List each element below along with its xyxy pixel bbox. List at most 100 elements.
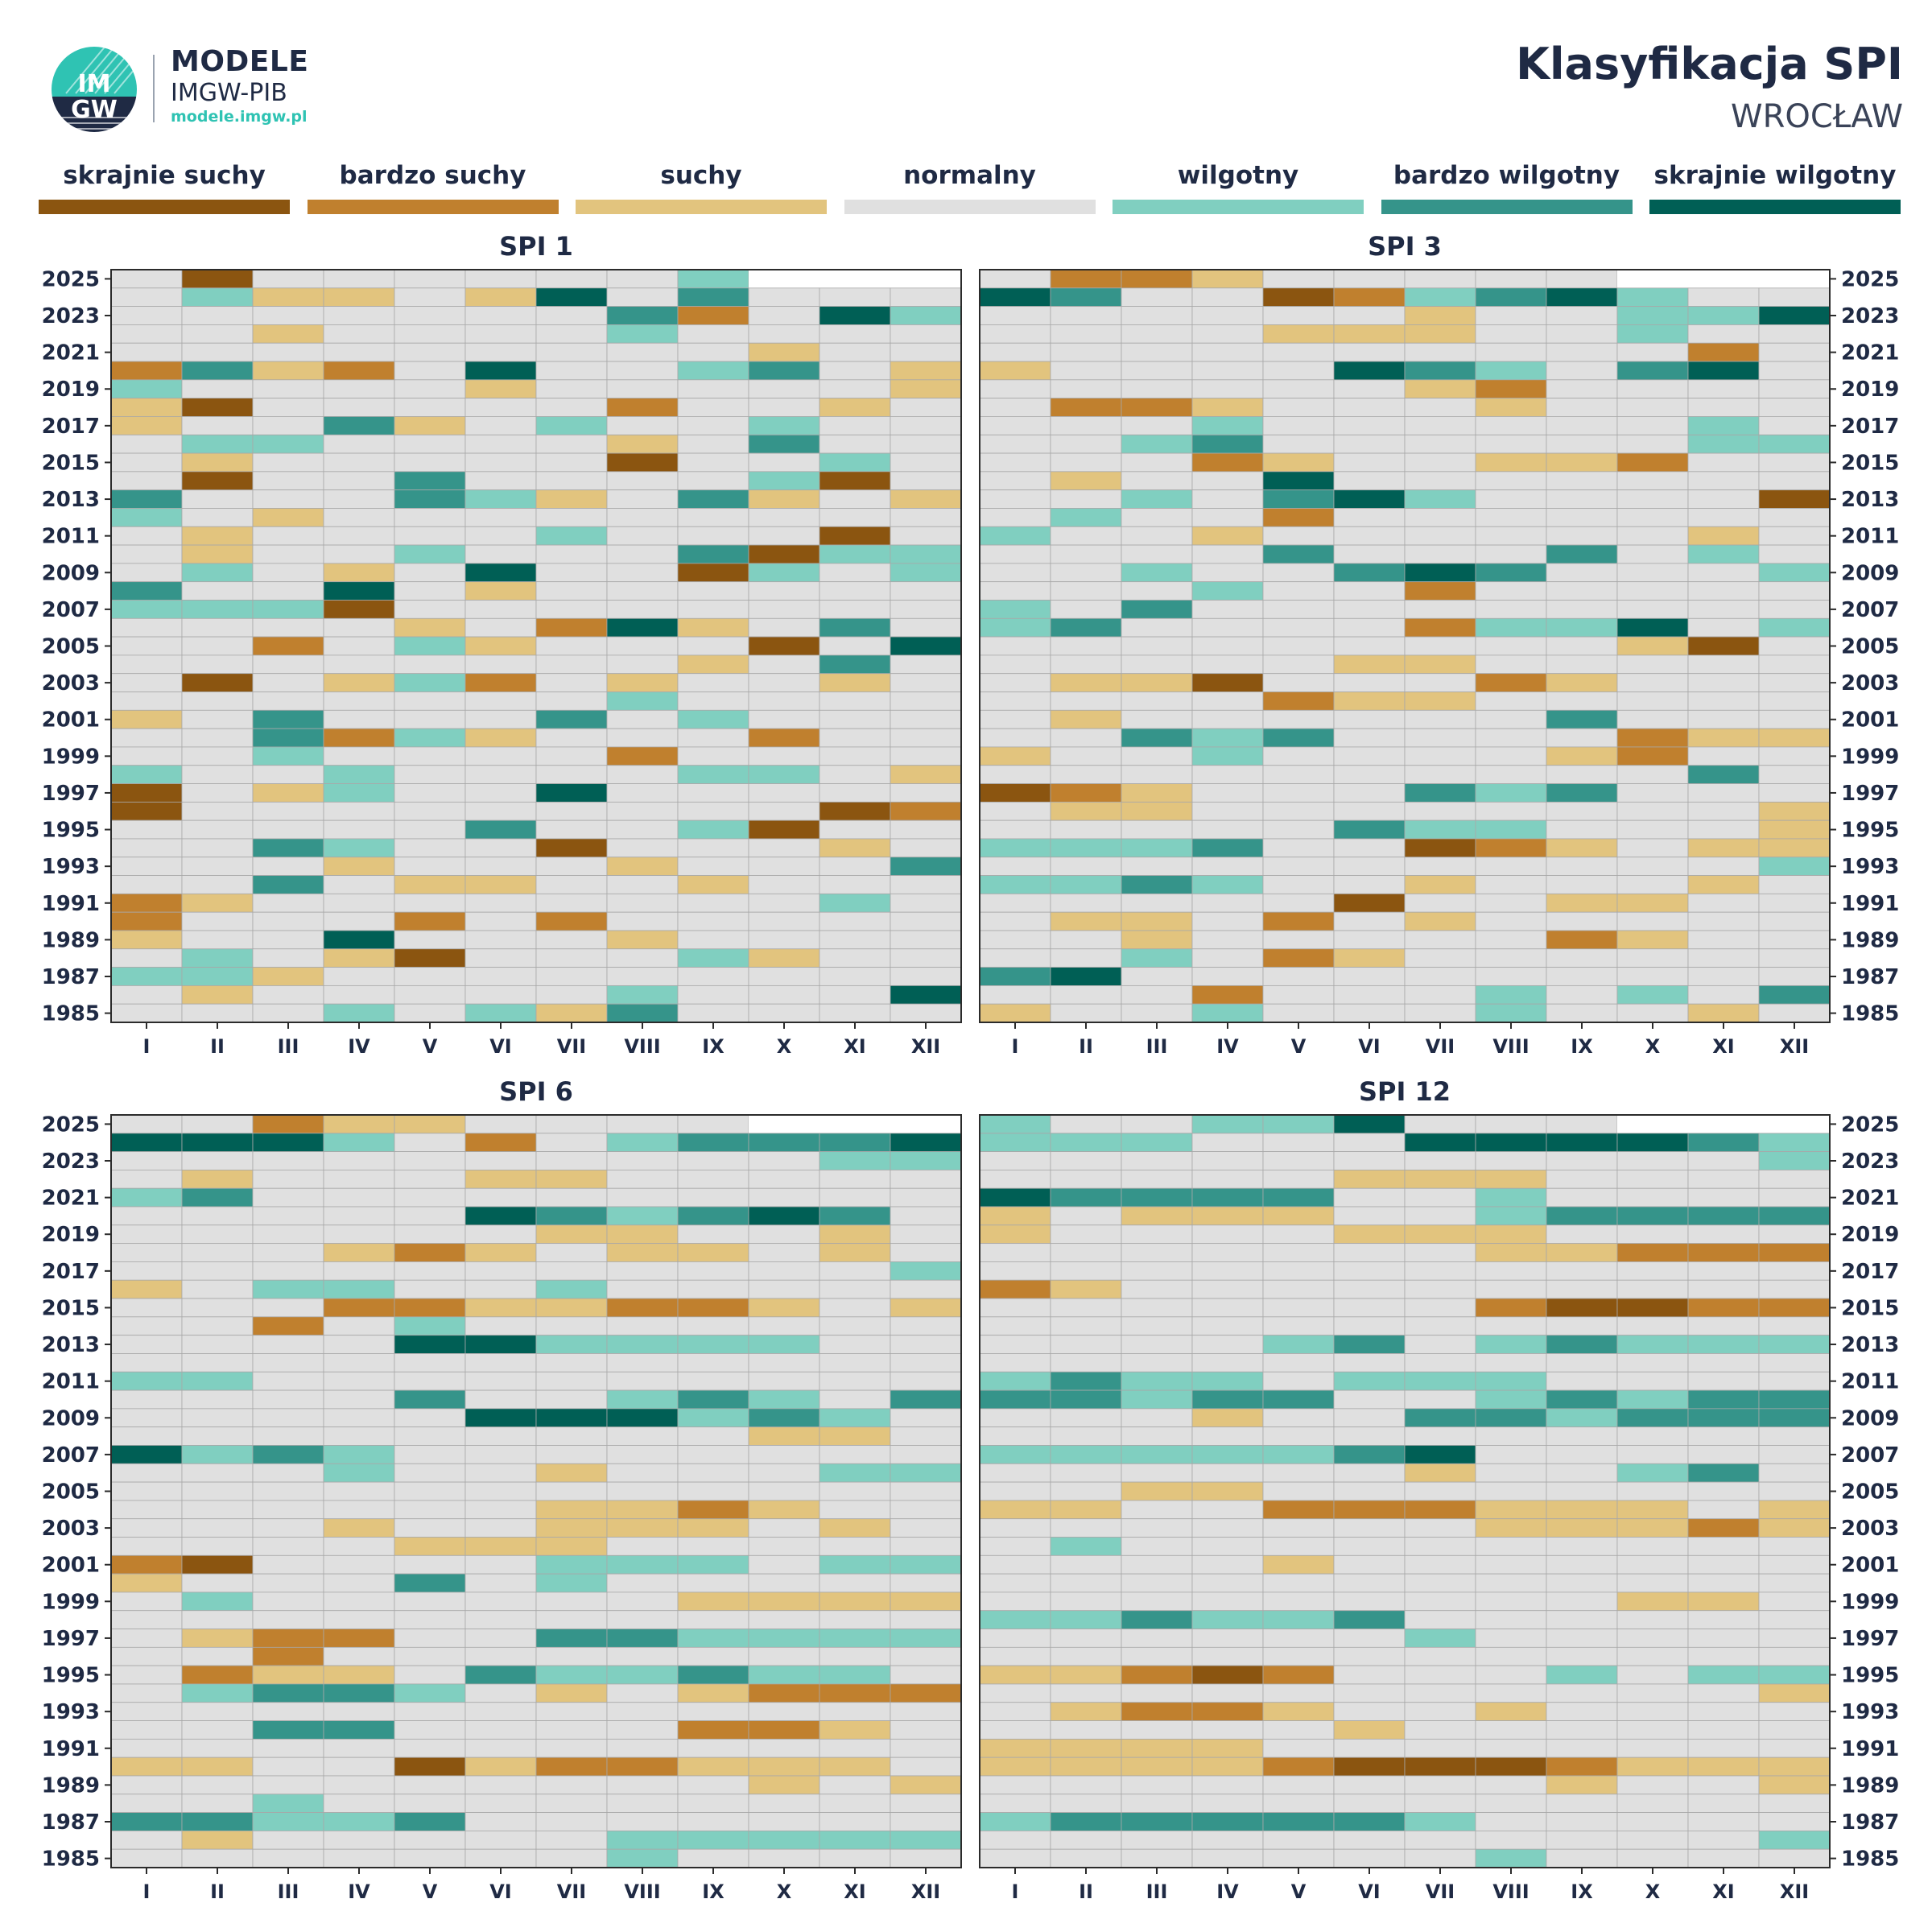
heatmap-cell xyxy=(890,526,962,546)
heatmap-cell xyxy=(1475,342,1547,362)
heatmap-cell xyxy=(1616,1224,1689,1245)
heatmap-cell xyxy=(1191,1371,1264,1391)
heatmap-cell xyxy=(1121,526,1193,546)
heatmap-cell xyxy=(606,1316,679,1336)
year-label: 1995 xyxy=(1841,1664,1899,1688)
heatmap-cell xyxy=(890,1298,962,1318)
heatmap-cell xyxy=(819,1408,891,1428)
heatmap-cell xyxy=(394,1316,466,1336)
heatmap-cell xyxy=(323,471,395,491)
heatmap-cell xyxy=(110,1206,183,1226)
heatmap-cell xyxy=(1475,967,1547,986)
heatmap-cell xyxy=(1546,581,1618,601)
year-label: 1989 xyxy=(1841,928,1899,952)
heatmap-cell xyxy=(1758,1316,1831,1336)
heatmap-cell xyxy=(677,1426,749,1446)
heatmap-cell xyxy=(252,1298,324,1318)
panel-title: SPI 1 xyxy=(499,231,573,262)
heatmap-cell xyxy=(323,1261,395,1281)
heatmap-cell xyxy=(110,1261,183,1281)
heatmap-cell xyxy=(677,342,749,362)
heatmap-cell xyxy=(110,1408,183,1428)
heatmap-cell xyxy=(394,287,466,308)
heatmap-cell xyxy=(1404,893,1476,913)
heatmap-cell xyxy=(819,1812,891,1831)
heatmap-cell xyxy=(181,1702,254,1721)
heatmap-cell xyxy=(1758,600,1831,619)
heatmap-cell xyxy=(677,1114,749,1134)
heatmap-cell xyxy=(1121,1003,1193,1023)
heatmap-cell xyxy=(1262,1757,1335,1777)
heatmap-cell xyxy=(1404,1848,1476,1868)
heatmap-cell xyxy=(606,1170,679,1189)
heatmap-cell xyxy=(677,617,749,638)
heatmap-cell xyxy=(252,1629,324,1648)
heatmap-cell xyxy=(819,398,891,417)
heatmap-cell xyxy=(1617,1115,1688,1133)
heatmap-cell xyxy=(748,434,820,454)
heatmap-cell xyxy=(252,893,324,913)
heatmap-cell xyxy=(110,1629,183,1648)
heatmap-cell xyxy=(1616,967,1689,986)
heatmap-cell xyxy=(323,489,395,509)
heatmap-cell xyxy=(464,342,537,362)
heatmap-cell xyxy=(979,1261,1051,1281)
heatmap-cell xyxy=(890,452,962,473)
heatmap-cell xyxy=(1262,1371,1335,1391)
heatmap-cell xyxy=(979,765,1051,784)
heatmap-cell xyxy=(1333,563,1406,583)
heatmap-cell xyxy=(979,1316,1051,1336)
heatmap-cell xyxy=(394,709,466,729)
heatmap-cell xyxy=(1050,801,1122,821)
heatmap-cell xyxy=(1404,600,1476,619)
heatmap-cell xyxy=(677,361,749,381)
heatmap-cell xyxy=(748,471,820,491)
heatmap-cell xyxy=(323,600,395,619)
heatmap-cell xyxy=(1475,1353,1547,1373)
heatmap-cell xyxy=(1546,911,1618,931)
heatmap-cell xyxy=(252,1133,324,1153)
heatmap-cell xyxy=(464,911,537,931)
brand-url[interactable]: modele.imgw.pl xyxy=(171,108,308,126)
year-label: 2003 xyxy=(1841,671,1899,696)
heatmap-cell xyxy=(819,1830,891,1850)
heatmap-cell xyxy=(1333,857,1406,876)
heatmap-cell xyxy=(1616,1151,1689,1170)
heatmap-cell xyxy=(252,1279,324,1299)
heatmap-cell xyxy=(110,1573,183,1593)
heatmap-cell xyxy=(110,452,183,473)
heatmap-cell xyxy=(110,544,183,564)
heatmap-cell xyxy=(819,1629,891,1648)
heatmap-cell xyxy=(1333,452,1406,473)
year-label: 2009 xyxy=(42,1406,100,1430)
heatmap-cell xyxy=(606,819,679,840)
heatmap-cell xyxy=(748,728,820,748)
heatmap-cell xyxy=(464,1389,537,1410)
month-label: VIII xyxy=(1492,1035,1529,1058)
year-label: 2003 xyxy=(42,1517,100,1541)
heatmap-cell xyxy=(1758,526,1831,546)
heatmap-cell xyxy=(1050,452,1122,473)
heatmap-cell xyxy=(535,1371,608,1391)
heatmap-cell xyxy=(1687,361,1760,381)
month-label: XI xyxy=(844,1880,865,1903)
heatmap-cell xyxy=(677,1683,749,1703)
heatmap-cell xyxy=(252,1518,324,1538)
heatmap-cell xyxy=(1475,801,1547,821)
heatmap-cell xyxy=(110,1500,183,1520)
heatmap-cell xyxy=(1687,581,1760,601)
heatmap-cell xyxy=(535,911,608,931)
heatmap-cell xyxy=(1475,1794,1547,1813)
heatmap-cell xyxy=(1616,1426,1689,1446)
heatmap-cell xyxy=(1404,709,1476,729)
heatmap-cell xyxy=(110,1445,183,1464)
heatmap-cell xyxy=(1687,1445,1760,1464)
heatmap-cell xyxy=(110,1353,183,1373)
heatmap-cell xyxy=(1687,948,1760,968)
heatmap-cell xyxy=(323,563,395,583)
heatmap-cell xyxy=(1546,1794,1618,1813)
heatmap-cell xyxy=(1121,1500,1193,1520)
month-label: XI xyxy=(844,1035,865,1058)
heatmap-cell xyxy=(1546,452,1618,473)
heatmap-cell xyxy=(890,1115,961,1133)
